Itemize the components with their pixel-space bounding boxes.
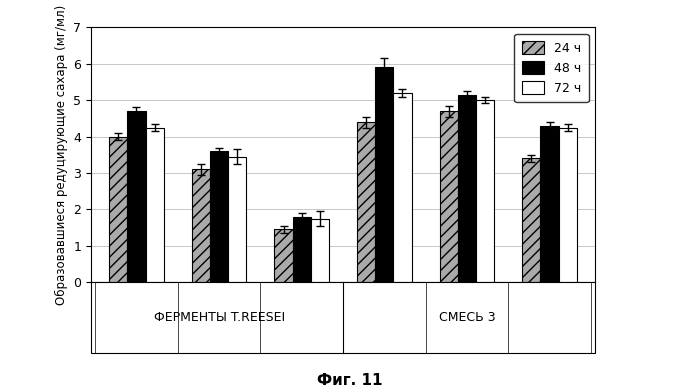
Bar: [293, 217, 311, 282]
Bar: [228, 157, 246, 282]
Bar: [146, 127, 164, 282]
Bar: [476, 100, 494, 282]
Bar: [522, 158, 540, 282]
Bar: [210, 151, 228, 282]
Legend: 24 ч, 48 ч, 72 ч: 24 ч, 48 ч, 72 ч: [514, 34, 589, 102]
Text: Фиг. 11: Фиг. 11: [317, 373, 383, 388]
Bar: [357, 122, 375, 282]
Bar: [559, 127, 577, 282]
Bar: [540, 126, 559, 282]
Bar: [192, 169, 210, 282]
Bar: [375, 67, 393, 282]
Bar: [109, 137, 127, 282]
Y-axis label: Образовавшиеся редуцирующие сахара (мг/мл): Образовавшиеся редуцирующие сахара (мг/м…: [55, 5, 68, 305]
Bar: [127, 111, 146, 282]
Bar: [458, 95, 476, 282]
Bar: [393, 93, 412, 282]
Bar: [440, 111, 458, 282]
Bar: [311, 219, 329, 282]
Text: СМЕСЬ 3: СМЕСЬ 3: [439, 311, 495, 324]
Text: ФЕРМЕНТЫ T.REESEI: ФЕРМЕНТЫ T.REESEI: [153, 311, 285, 324]
Bar: [274, 229, 293, 282]
